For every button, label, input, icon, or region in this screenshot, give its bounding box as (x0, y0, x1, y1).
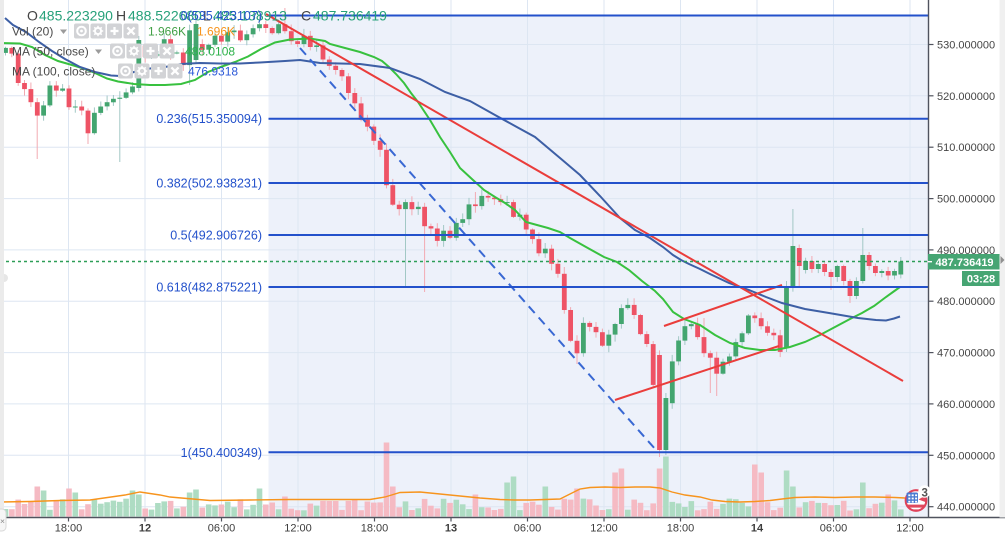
svg-text:510.000000: 510.000000 (937, 142, 995, 154)
svg-text:12:00: 12:00 (896, 523, 924, 535)
svg-text:Vol (20): Vol (20) (12, 25, 53, 39)
svg-text:13: 13 (445, 523, 457, 535)
svg-text:485.223290: 485.223290 (39, 8, 113, 24)
svg-text:0.236(515.350094): 0.236(515.350094) (156, 112, 262, 126)
svg-text:488.522680: 488.522680 (128, 8, 202, 24)
svg-text:0(535.423107): 0(535.423107) (181, 9, 262, 23)
svg-text:450.000000: 450.000000 (937, 450, 995, 462)
svg-text:520.000000: 520.000000 (937, 91, 995, 103)
svg-text:485.138913: 485.138913 (213, 8, 287, 24)
svg-text:500.000000: 500.000000 (937, 194, 995, 206)
svg-text:480.000000: 480.000000 (937, 296, 995, 308)
svg-text:O: O (27, 8, 38, 24)
svg-text:488.0108: 488.0108 (185, 45, 235, 59)
svg-text:490.000000: 490.000000 (937, 245, 995, 257)
svg-text:460.000000: 460.000000 (937, 399, 995, 411)
svg-text:06:00: 06:00 (208, 523, 236, 535)
svg-text:487.736419: 487.736419 (313, 8, 387, 24)
svg-text:×: × (0, 516, 5, 526)
svg-text:18:00: 18:00 (667, 523, 695, 535)
svg-text:18:00: 18:00 (55, 523, 83, 535)
svg-text:487.736419: 487.736419 (935, 257, 993, 269)
svg-text:530.000000: 530.000000 (937, 40, 995, 52)
svg-text:12:00: 12:00 (284, 523, 312, 535)
svg-text:12: 12 (139, 523, 151, 535)
svg-text:06:00: 06:00 (820, 523, 848, 535)
svg-text:18:00: 18:00 (361, 523, 389, 535)
svg-text:0.382(502.938231): 0.382(502.938231) (156, 177, 262, 191)
svg-text:H: H (116, 8, 126, 24)
svg-text:0.5(492.906726): 0.5(492.906726) (170, 229, 262, 243)
svg-text:0.618(482.875221): 0.618(482.875221) (156, 281, 262, 295)
svg-text:470.000000: 470.000000 (937, 348, 995, 360)
svg-text:1.966K: 1.966K (148, 25, 186, 39)
svg-text:440.000000: 440.000000 (937, 502, 995, 514)
svg-text:12:00: 12:00 (590, 523, 618, 535)
svg-text:3: 3 (922, 488, 928, 500)
svg-text:14: 14 (751, 523, 764, 535)
svg-text:06:00: 06:00 (514, 523, 542, 535)
svg-text:1.696K: 1.696K (197, 25, 235, 39)
svg-text:476.9318: 476.9318 (188, 65, 238, 79)
svg-text:MA (100, close): MA (100, close) (12, 65, 95, 79)
svg-text:C: C (301, 8, 311, 24)
svg-text:03:28: 03:28 (967, 274, 995, 286)
svg-text:L: L (203, 8, 211, 24)
svg-text:MA (50, close): MA (50, close) (12, 45, 89, 59)
svg-text:1(450.400349): 1(450.400349) (181, 446, 262, 460)
